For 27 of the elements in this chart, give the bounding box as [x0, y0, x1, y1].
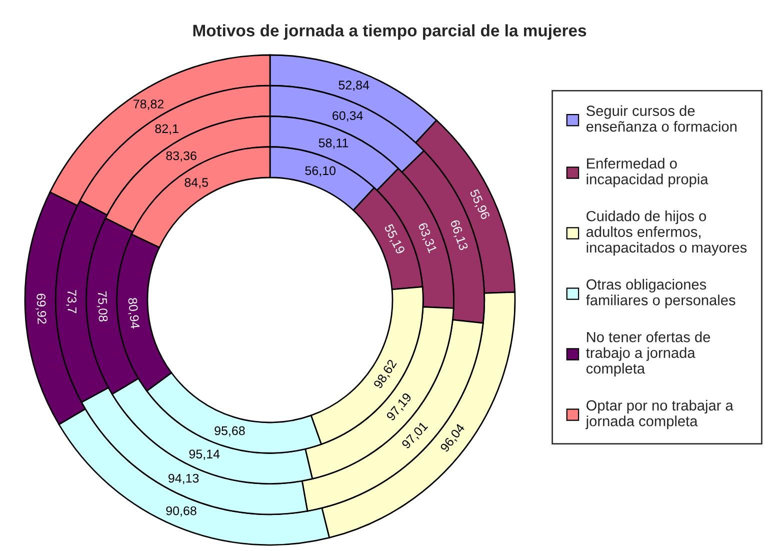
legend-label: Otras obligaciones familiares o personales [586, 278, 736, 308]
data-label: 60,34 [332, 111, 363, 122]
data-label: 63,31 [416, 222, 438, 254]
legend-label: Optar por no trabajar a jornada completa [585, 400, 734, 430]
chart-title: Motivos de jornada a tiempo parcial de la mujeres [193, 24, 586, 40]
data-label: 56,10 [305, 166, 336, 177]
data-label: 55,96 [468, 188, 490, 220]
data-label: 52,84 [338, 80, 370, 91]
data-label: 90,68 [166, 506, 196, 517]
data-label: 94,13 [168, 474, 199, 484]
legend-label: No tener ofertas de trabajo a jornada completa [586, 332, 710, 377]
data-label: 84,5 [184, 178, 208, 188]
data-label: 58,11 [318, 138, 348, 149]
data-label: 83,36 [166, 151, 196, 162]
data-label: 95,14 [189, 450, 220, 460]
data-label: 82,1 [155, 124, 178, 135]
data-label: 75,08 [96, 291, 108, 322]
data-label: 66,13 [448, 219, 468, 252]
legend-label: Seguir cursos de enseñanza o formacion [586, 105, 736, 132]
data-label: 95,68 [214, 426, 245, 437]
legend-label: Enfermedad o incapacidad propia [586, 158, 708, 188]
data-label: 80,94 [126, 298, 140, 329]
data-label: 55,19 [382, 224, 406, 256]
data-label: 69,92 [35, 294, 47, 324]
legend-label: Cuidado de hijos o adultos enfermos, incapacitados o mayores [586, 210, 747, 256]
data-label: 78,82 [134, 100, 164, 110]
data-label: 73,7 [66, 290, 77, 314]
